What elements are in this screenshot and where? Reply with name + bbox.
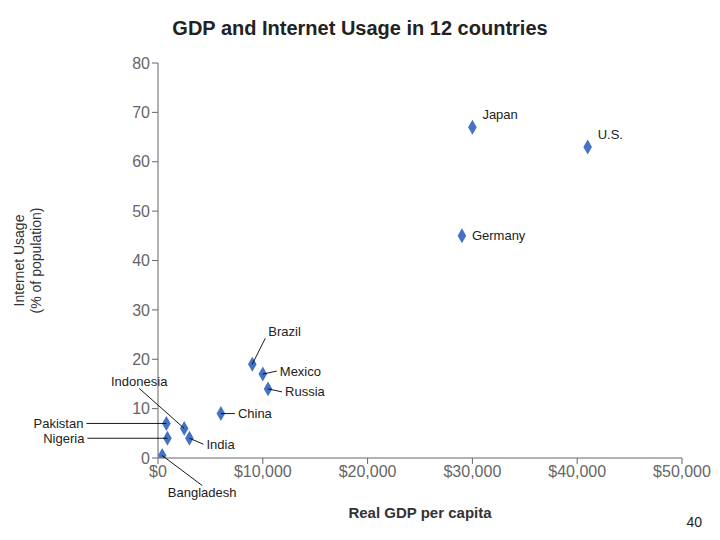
svg-text:$50,000: $50,000 [653,463,711,480]
svg-text:Russia: Russia [285,384,326,399]
svg-text:10: 10 [132,400,150,417]
svg-text:50: 50 [132,203,150,220]
svg-text:$0: $0 [149,463,167,480]
svg-text:China: China [238,406,273,421]
svg-text:Japan: Japan [482,107,517,122]
svg-text:40: 40 [132,252,150,269]
svg-text:60: 60 [132,153,150,170]
svg-text:Brazil: Brazil [268,324,301,339]
svg-text:Real GDP per capita: Real GDP per capita [348,504,492,521]
svg-text:$30,000: $30,000 [443,463,501,480]
svg-text:Indonesia: Indonesia [111,374,168,389]
svg-text:U.S.: U.S. [598,127,623,142]
svg-text:Internet Usage(% of population: Internet Usage(% of population) [11,208,44,314]
svg-text:Mexico: Mexico [280,364,321,379]
svg-text:20: 20 [132,351,150,368]
html-text:40: 40 [686,514,702,530]
svg-text:$10,000: $10,000 [234,463,292,480]
svg-text:30: 30 [132,302,150,319]
svg-text:Germany: Germany [472,228,526,243]
svg-text:70: 70 [132,104,150,121]
svg-text:0: 0 [141,450,150,467]
html-text:GDP and Internet Usage in 12 c: GDP and Internet Usage in 12 countries [172,17,548,39]
svg-text:80: 80 [132,55,150,72]
svg-text:$40,000: $40,000 [548,463,606,480]
svg-text:Pakistan: Pakistan [34,416,84,431]
svg-text:Bangladesh: Bangladesh [168,485,237,500]
svg-text:India: India [206,437,235,452]
svg-text:$20,000: $20,000 [339,463,397,480]
svg-text:Nigeria: Nigeria [43,431,85,446]
